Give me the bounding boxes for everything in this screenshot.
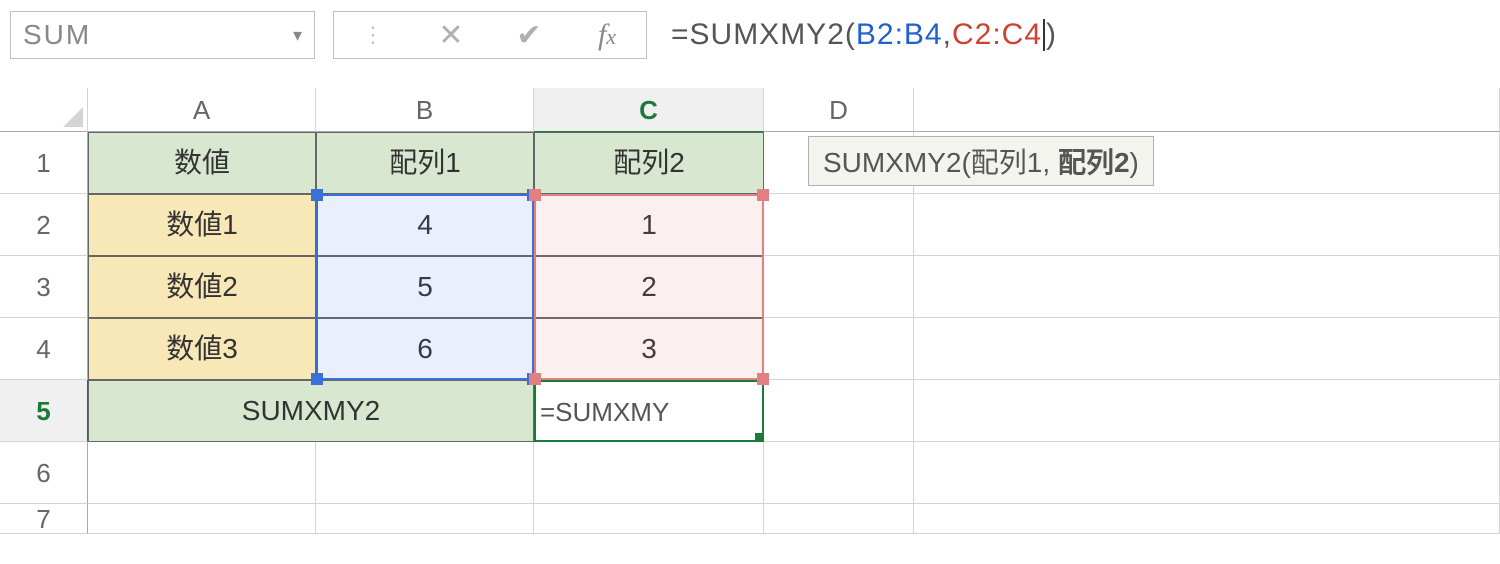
row-3: 3 数値2 5 2 <box>0 256 1500 318</box>
cell-c1[interactable]: 配列2 <box>534 132 764 194</box>
cell-d6[interactable] <box>764 442 914 504</box>
cell-d7[interactable] <box>764 504 914 534</box>
row-7: 7 <box>0 504 1500 534</box>
row-header-7[interactable]: 7 <box>0 504 88 534</box>
formula-open: ( <box>845 18 856 52</box>
tooltip-func: SUMXMY2( <box>823 147 971 178</box>
cell-b1[interactable]: 配列1 <box>316 132 534 194</box>
cell-rest-3[interactable] <box>914 256 1500 318</box>
name-box-value: SUM <box>23 19 91 51</box>
formula-prefix: =SUMXMY2 <box>671 18 845 52</box>
tooltip-end: ) <box>1130 147 1139 178</box>
cell-c7[interactable] <box>534 504 764 534</box>
cell-b6[interactable] <box>316 442 534 504</box>
col-header-rest[interactable] <box>914 88 1500 132</box>
cell-a7[interactable] <box>88 504 316 534</box>
chevron-down-icon[interactable]: ▾ <box>293 25 304 46</box>
cancel-icon[interactable]: ✕ <box>412 12 490 58</box>
cell-rest-4[interactable] <box>914 318 1500 380</box>
cell-d4[interactable] <box>764 318 914 380</box>
cell-c4[interactable]: 3 <box>534 318 764 380</box>
formula-ref2: C2:C4 <box>952 18 1042 52</box>
cell-b3[interactable]: 5 <box>316 256 534 318</box>
row-header-5[interactable]: 5 <box>0 380 88 442</box>
spreadsheet-grid: A B C D 1 数値 配列1 配列2 2 数値1 4 1 3 数値2 5 2… <box>0 88 1500 534</box>
cell-c3[interactable]: 2 <box>534 256 764 318</box>
cell-d5[interactable] <box>764 380 914 442</box>
cell-c6[interactable] <box>534 442 764 504</box>
row-header-4[interactable]: 4 <box>0 318 88 380</box>
row-6: 6 <box>0 442 1500 504</box>
function-tooltip: SUMXMY2(配列1, 配列2) <box>808 136 1154 186</box>
row-header-1[interactable]: 1 <box>0 132 88 194</box>
cell-a5b5[interactable]: SUMXMY2 <box>88 380 534 442</box>
row-1: 1 数値 配列1 配列2 <box>0 132 1500 194</box>
fx-icon[interactable]: fx <box>568 12 646 58</box>
name-box[interactable]: SUM ▾ <box>10 11 315 59</box>
show-more-icon[interactable]: ⋮ <box>334 12 412 58</box>
formula-input[interactable]: =SUMXMY2(B2:B4,C2:C4) <box>665 18 1490 52</box>
cell-b2[interactable]: 4 <box>316 194 534 256</box>
cell-a2[interactable]: 数値1 <box>88 194 316 256</box>
formula-bar: SUM ▾ ⋮ ✕ ✔ fx =SUMXMY2(B2:B4,C2:C4) <box>0 0 1500 70</box>
cell-d2[interactable] <box>764 194 914 256</box>
confirm-icon[interactable]: ✔ <box>490 12 568 58</box>
cell-d3[interactable] <box>764 256 914 318</box>
cell-a6[interactable] <box>88 442 316 504</box>
row-header-2[interactable]: 2 <box>0 194 88 256</box>
cell-rest-6[interactable] <box>914 442 1500 504</box>
col-header-a[interactable]: A <box>88 88 316 132</box>
cell-a3[interactable]: 数値2 <box>88 256 316 318</box>
formula-toolbar: ⋮ ✕ ✔ fx <box>333 11 647 59</box>
cell-a1[interactable]: 数値 <box>88 132 316 194</box>
col-header-b[interactable]: B <box>316 88 534 132</box>
row-header-6[interactable]: 6 <box>0 442 88 504</box>
col-header-d[interactable]: D <box>764 88 914 132</box>
cell-c2[interactable]: 1 <box>534 194 764 256</box>
column-headers: A B C D <box>0 88 1500 132</box>
cell-rest-2[interactable] <box>914 194 1500 256</box>
cell-rest-7[interactable] <box>914 504 1500 534</box>
tooltip-sep: , <box>1042 147 1058 178</box>
row-4: 4 数値3 6 3 <box>0 318 1500 380</box>
tooltip-arg1: 配列1 <box>971 147 1043 178</box>
cell-c5[interactable]: =SUMXMY <box>534 380 764 442</box>
row-5: 5 SUMXMY2 =SUMXMY <box>0 380 1500 442</box>
cell-rest-5[interactable] <box>914 380 1500 442</box>
col-header-c[interactable]: C <box>534 88 764 132</box>
formula-comma: , <box>943 18 952 52</box>
select-all-corner[interactable] <box>0 88 88 132</box>
tooltip-arg2: 配列2 <box>1058 147 1130 178</box>
cell-a4[interactable]: 数値3 <box>88 318 316 380</box>
formula-ref1: B2:B4 <box>856 18 943 52</box>
row-header-3[interactable]: 3 <box>0 256 88 318</box>
row-2: 2 数値1 4 1 <box>0 194 1500 256</box>
formula-close: ) <box>1046 18 1057 52</box>
cell-b4[interactable]: 6 <box>316 318 534 380</box>
cell-b7[interactable] <box>316 504 534 534</box>
text-cursor <box>1043 19 1045 51</box>
